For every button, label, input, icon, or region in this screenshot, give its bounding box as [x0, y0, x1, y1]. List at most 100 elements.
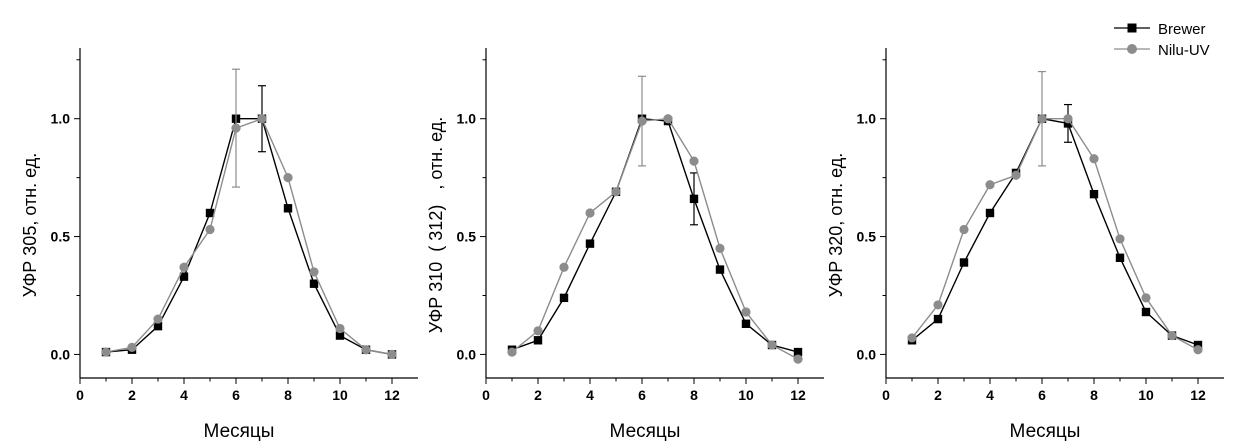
series-brewer [507, 114, 803, 357]
data-point [257, 114, 267, 124]
x-tick-label: 6 [638, 387, 646, 403]
series-line [511, 117, 799, 360]
y-axis-title: УФР 320, отн. ед. [826, 153, 846, 297]
data-point [1193, 345, 1203, 355]
data-point [205, 224, 215, 235]
x-tick-label: 12 [384, 387, 400, 403]
data-point [533, 326, 543, 336]
data-point [1063, 114, 1073, 124]
x-tick-label: 4 [986, 387, 994, 403]
data-point [1167, 330, 1177, 341]
chart-panel-3: 0 2 4 6 8 10 12 0.0 0.5 1.0 Месяцы УФР 320, отн. ед… [826, 48, 1224, 441]
data-point [205, 208, 215, 218]
data-point [793, 354, 803, 364]
legend-nilu-marker [1127, 44, 1137, 54]
data-point [559, 262, 569, 272]
x-tick-label: 2 [128, 387, 136, 403]
data-point [1089, 189, 1099, 199]
data-point [1089, 154, 1099, 164]
series-line [911, 117, 1199, 346]
data-point [985, 208, 995, 218]
data-point [309, 267, 319, 277]
data-point [1115, 234, 1125, 244]
series-line [105, 117, 393, 356]
legend-brewer-label: Brewer [1158, 21, 1206, 38]
y-tick-label: 0.0 [857, 346, 877, 362]
y-tick-label: 1.0 [457, 111, 477, 127]
x-tick-label: 10 [1138, 387, 1154, 403]
x-tick-label: 12 [1190, 387, 1206, 403]
data-point [153, 314, 163, 324]
legend: Brewer Nilu-UV [1114, 21, 1210, 59]
x-tick-label: 8 [690, 387, 698, 403]
chart-panel-1: 0 2 4 6 8 10 12 0.0 0.5 1.0 Месяцы УФР 305, отн. ед… [20, 48, 418, 441]
data-point [907, 333, 917, 343]
data-point [741, 307, 751, 317]
series-line [105, 118, 393, 356]
data-point [741, 319, 751, 328]
x-tick-label: 2 [934, 387, 942, 403]
series-nilu-uv [907, 70, 1203, 355]
y-tick-label: 0.0 [457, 346, 477, 362]
x-tick-label: 4 [586, 387, 594, 403]
data-point [611, 187, 621, 197]
data-point [533, 336, 543, 345]
x-axis-title: Месяцы [204, 421, 275, 441]
series-nilu-uv [101, 68, 397, 360]
data-point [179, 272, 189, 281]
data-point [127, 342, 137, 352]
y-tick-label: 0.5 [457, 229, 477, 245]
legend-brewer-marker [1127, 23, 1137, 33]
data-point [335, 323, 345, 334]
data-point [361, 345, 371, 355]
x-tick-label: 12 [790, 387, 806, 403]
y-axis-title: УФР 305, отн. ед. [20, 153, 40, 297]
data-point [1141, 293, 1151, 303]
data-point [101, 347, 111, 357]
series-brewer [101, 85, 397, 359]
x-tick-label: 10 [738, 387, 754, 403]
data-point [1115, 253, 1125, 262]
chart-panel-2: 0 2 4 6 8 10 12 0.0 0.5 1.0 Месяцы УФР 310 ( 312) ,… [426, 48, 824, 441]
data-point [715, 243, 725, 253]
data-point [1011, 170, 1021, 180]
data-point [585, 239, 595, 248]
data-point [715, 265, 725, 274]
y-axis-title: УФР 310 ( 312) , отн. ед. [426, 117, 446, 334]
data-point [959, 224, 969, 235]
x-tick-label: 0 [482, 387, 490, 403]
data-point [153, 321, 163, 331]
data-point [985, 180, 995, 190]
data-point [309, 279, 319, 288]
data-point [387, 349, 397, 360]
series-nilu-uv [507, 75, 803, 364]
x-tick-label: 6 [1038, 387, 1046, 403]
data-point [933, 314, 943, 324]
series-brewer [907, 103, 1203, 350]
data-point [179, 262, 189, 272]
data-point [559, 293, 569, 303]
x-tick-label: 0 [882, 387, 890, 403]
x-tick-label: 0 [76, 387, 84, 403]
y-tick-label: 0.5 [51, 229, 71, 245]
x-tick-label: 8 [1090, 387, 1098, 403]
data-point [959, 258, 969, 267]
y-tick-label: 1.0 [51, 111, 71, 127]
data-point [793, 347, 803, 357]
data-point [663, 114, 673, 124]
data-point [1141, 307, 1151, 317]
y-tick-label: 1.0 [857, 111, 877, 127]
series-line [911, 118, 1199, 351]
data-point [689, 156, 699, 166]
data-point [933, 300, 943, 310]
x-axis-title: Месяцы [1010, 421, 1081, 441]
x-tick-label: 8 [284, 387, 292, 403]
y-tick-label: 0.5 [857, 229, 877, 245]
data-point [585, 208, 595, 218]
x-tick-label: 4 [180, 387, 188, 403]
chart-panels: 0 2 4 6 8 10 12 0.0 0.5 1.0 Месяцы УФР 305, отн. ед… [20, 48, 1224, 441]
data-point [507, 347, 517, 357]
x-tick-label: 10 [332, 387, 348, 403]
data-point [767, 340, 777, 350]
